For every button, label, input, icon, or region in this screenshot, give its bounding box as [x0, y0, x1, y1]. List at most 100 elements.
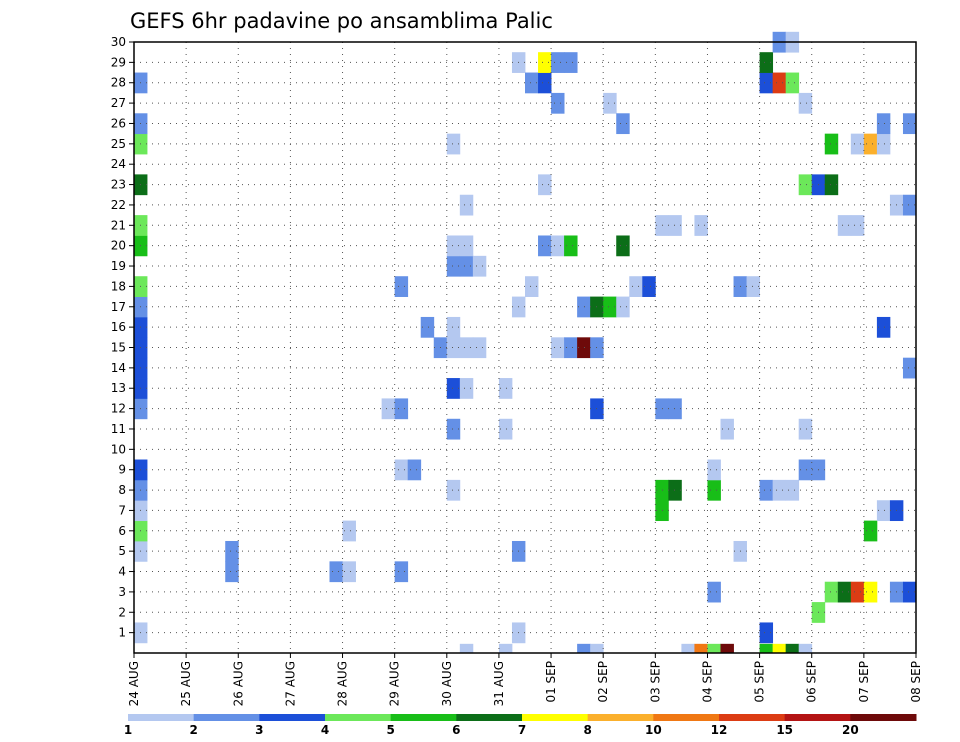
precip-cell	[498, 378, 513, 399]
precip-cell	[538, 72, 552, 94]
precip-cell	[551, 92, 565, 114]
y-tick-label: 15	[111, 341, 126, 355]
precip-cell	[759, 72, 774, 94]
precip-cell	[837, 215, 852, 236]
precip-cell	[551, 337, 565, 359]
precip-cell	[590, 643, 604, 654]
y-tick-label: 2	[118, 605, 126, 619]
precip-cell	[642, 276, 656, 297]
precip-cell	[694, 643, 708, 654]
precip-cell	[459, 378, 474, 399]
x-tick-label: 07 SEP	[857, 661, 871, 703]
precip-cell	[538, 174, 552, 196]
precip-cell	[459, 255, 474, 277]
y-tick-label: 6	[118, 524, 126, 538]
precip-cell	[446, 235, 461, 257]
colorbar-label: 5	[386, 723, 394, 737]
colorbar-swatch	[259, 714, 326, 721]
precip-cell	[459, 337, 474, 359]
y-tick-label: 12	[111, 402, 126, 416]
colorbar-swatch	[653, 714, 720, 721]
precip-cell	[759, 643, 774, 654]
colorbar-label: 7	[518, 723, 526, 737]
precip-cell	[538, 52, 552, 73]
y-tick-label: 13	[111, 381, 126, 395]
precip-cell	[902, 194, 917, 216]
precip-cell	[668, 479, 682, 501]
precip-cell	[525, 72, 539, 94]
precip-cell	[538, 235, 552, 257]
precip-cell	[772, 72, 787, 94]
precip-cell	[668, 398, 682, 420]
precip-cell	[837, 581, 852, 603]
precip-cell	[759, 52, 774, 73]
precip-cell	[551, 52, 565, 73]
precip-cell	[850, 581, 865, 603]
precip-cell	[759, 479, 774, 501]
precip-cell	[798, 418, 813, 440]
precip-cell	[798, 459, 813, 481]
precip-cell	[681, 643, 695, 654]
precip-cell	[863, 520, 878, 542]
y-axis: 1234567891011121314151617181920212223242…	[111, 35, 134, 640]
precip-cell	[603, 296, 617, 318]
precip-cell	[785, 643, 800, 654]
precip-cell	[876, 133, 891, 155]
precip-cell	[472, 255, 487, 277]
precip-cell	[824, 174, 839, 196]
precip-cell	[498, 418, 513, 440]
precip-cell	[759, 622, 774, 644]
precip-cell	[876, 500, 891, 522]
x-tick-label: 02 SEP	[596, 661, 610, 703]
x-tick-label: 31 AUG	[492, 661, 506, 706]
colorbar-label: 2	[189, 723, 197, 737]
precip-cell	[342, 520, 356, 542]
precip-cell	[707, 643, 721, 654]
precip-cell	[564, 235, 578, 257]
y-tick-label: 25	[111, 137, 126, 151]
precip-cell	[446, 378, 461, 399]
data-cells	[134, 31, 917, 654]
precip-cell	[577, 643, 591, 654]
colorbar-swatch	[522, 714, 589, 721]
y-tick-label: 23	[111, 178, 126, 192]
precip-cell	[707, 459, 721, 481]
precip-cell	[720, 418, 734, 440]
precip-cell	[446, 418, 461, 440]
y-tick-label: 30	[111, 35, 126, 49]
colorbar-label: 6	[452, 723, 460, 737]
x-tick-label: 04 SEP	[700, 661, 714, 703]
x-tick-label: 06 SEP	[805, 661, 819, 703]
chart-title: GEFS 6hr padavine po ansamblima Palic	[130, 9, 553, 33]
x-tick-label: 24 AUG	[127, 661, 141, 706]
precip-cell	[668, 215, 682, 236]
colorbar-label: 8	[583, 723, 591, 737]
x-tick-label: 05 SEP	[753, 661, 767, 703]
precip-cell	[407, 459, 422, 481]
precip-cell	[694, 215, 708, 236]
precip-cell	[902, 581, 917, 603]
colorbar-swatch	[325, 714, 392, 721]
precip-cell	[876, 316, 891, 338]
precip-cell	[798, 174, 813, 196]
precip-cell	[746, 276, 760, 297]
y-tick-label: 3	[118, 585, 126, 599]
precip-cell	[603, 92, 617, 114]
x-tick-label: 27 AUG	[283, 661, 297, 706]
precip-cell	[577, 296, 591, 318]
precip-cell	[564, 337, 578, 359]
precip-cell	[772, 643, 787, 654]
colorbar-label: 15	[776, 723, 793, 737]
precip-cell	[772, 479, 787, 501]
precip-cell	[446, 337, 461, 359]
precip-cell	[446, 255, 461, 277]
colorbar-swatch	[456, 714, 523, 721]
precip-cell	[629, 276, 643, 297]
precip-cell	[459, 235, 474, 257]
x-tick-label: 28 AUG	[336, 661, 350, 706]
precip-cell	[824, 581, 839, 603]
precip-cell	[446, 133, 461, 155]
x-tick-label: 01 SEP	[544, 661, 558, 703]
x-axis: 24 AUG 25 AUG 26 AUG 27 AUG 28 AUG 29 AUG 30 A…	[127, 653, 923, 706]
